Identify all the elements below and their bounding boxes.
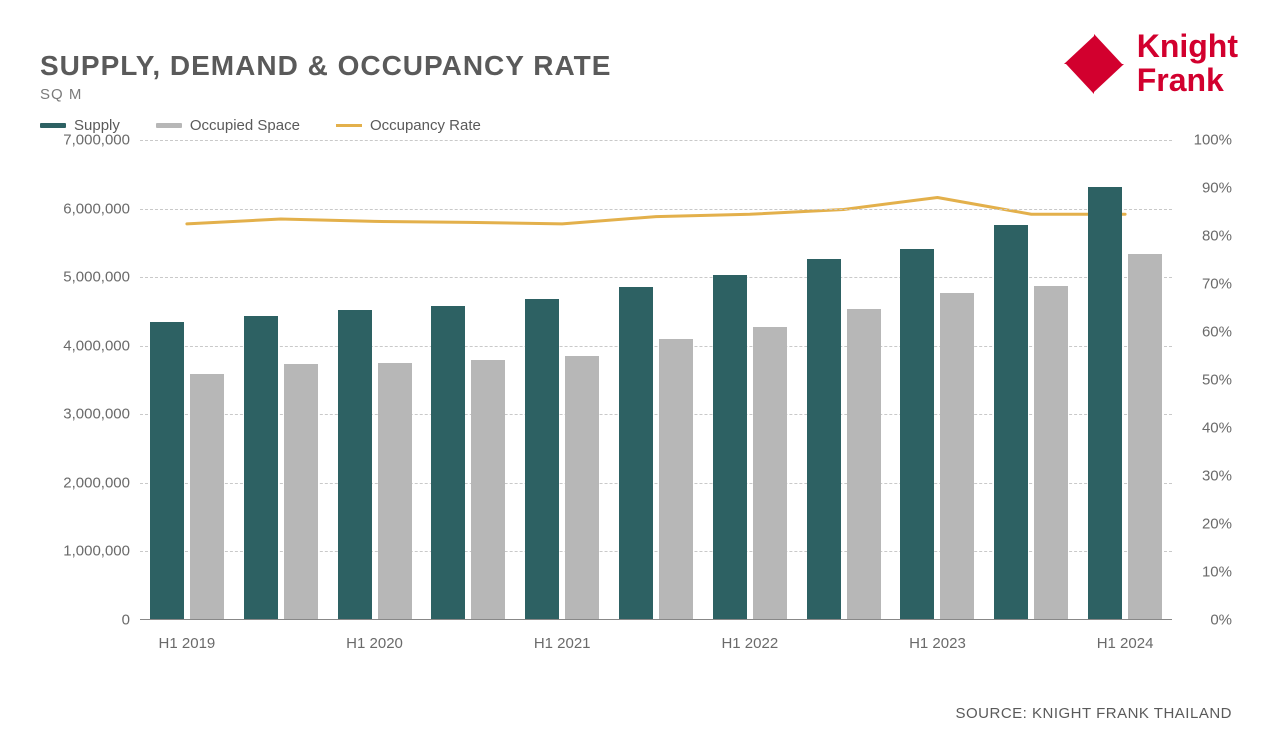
y-right-tick: 10% [1182,564,1232,581]
y-right-tick: 40% [1182,420,1232,437]
brand-text-line1: Knight [1137,30,1238,64]
y-left-tick: 2,000,000 [40,474,130,491]
brand-logo: Knight Frank [1061,30,1238,97]
bar-occupied [378,363,412,619]
y-left-tick: 7,000,000 [40,132,130,149]
bar-supply [900,249,934,619]
brand-mark-icon [1061,31,1127,97]
chart-subtitle: SQ M [40,86,1232,103]
chart-container: Knight Frank SUPPLY, DEMAND & OCCUPANCY … [0,0,1282,746]
x-tick: H1 2021 [534,635,591,652]
bar-occupied [284,364,318,619]
legend-swatch-supply [40,123,66,128]
y-right-tick: 20% [1182,516,1232,533]
y-right-tick: 90% [1182,180,1232,197]
y-left-tick: 1,000,000 [40,543,130,560]
y-left-tick: 6,000,000 [40,200,130,217]
x-tick: H1 2023 [909,635,966,652]
bar-occupied [1128,254,1162,619]
legend-item-rate: Occupancy Rate [336,117,481,134]
y-right-tick: 60% [1182,324,1232,341]
x-tick: H1 2020 [346,635,403,652]
y-right-tick: 80% [1182,228,1232,245]
bar-supply [338,310,372,619]
source-label: SOURCE: KNIGHT FRANK THAILAND [956,705,1233,722]
brand-text-line2: Frank [1137,64,1238,98]
bar-occupied [471,360,505,619]
bar-supply [994,225,1028,619]
bar-supply [244,316,278,619]
bar-supply [150,322,184,619]
y-left-tick: 3,000,000 [40,406,130,423]
bar-occupied [940,293,974,619]
x-tick: H1 2019 [159,635,216,652]
bar-supply [525,299,559,619]
bar-occupied [659,339,693,619]
legend-label-rate: Occupancy Rate [370,117,481,134]
bar-occupied [847,309,881,619]
bar-supply [431,306,465,619]
brand-text: Knight Frank [1137,30,1238,97]
x-tick: H1 2022 [721,635,778,652]
legend-label-occupied: Occupied Space [190,117,300,134]
bar-occupied [1034,286,1068,619]
plot-area [140,140,1172,620]
chart-area: 0 1,000,000 2,000,000 3,000,000 4,000,000 5,0… [40,140,1232,660]
bar-supply [807,259,841,619]
bar-supply [1088,187,1122,619]
legend-swatch-rate [336,124,362,127]
bar-occupied [565,356,599,619]
bar-occupied [753,327,787,619]
bar-supply [713,275,747,619]
y-right-tick: 100% [1182,132,1232,149]
x-tick: H1 2024 [1097,635,1154,652]
y-right-tick: 50% [1182,372,1232,389]
legend: Supply Occupied Space Occupancy Rate [40,117,1232,134]
y-left-tick: 5,000,000 [40,269,130,286]
legend-item-occupied: Occupied Space [156,117,300,134]
y-left-tick: 0 [40,612,130,629]
legend-swatch-occupied [156,123,182,128]
bar-supply [619,287,653,619]
y-right-tick: 70% [1182,276,1232,293]
y-right-tick: 30% [1182,468,1232,485]
y-right-tick: 0% [1182,612,1232,629]
y-left-tick: 4,000,000 [40,337,130,354]
bar-occupied [190,374,224,619]
chart-title: SUPPLY, DEMAND & OCCUPANCY RATE [40,50,1232,82]
